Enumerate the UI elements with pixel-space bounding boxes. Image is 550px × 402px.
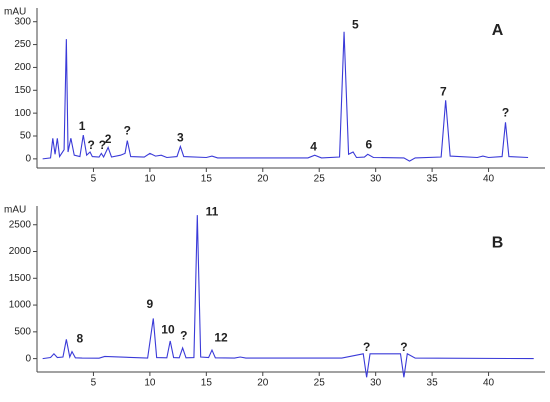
x-tick-label: 10 <box>144 378 156 389</box>
x-tick-label: 25 <box>314 378 326 389</box>
peak-label: 9 <box>147 297 154 311</box>
x-tick-label: 30 <box>370 378 382 389</box>
peak-label: 4 <box>310 140 317 154</box>
peak-label: B <box>492 235 504 252</box>
y-tick-label: 1000 <box>9 300 32 311</box>
peak-label: ? <box>88 138 95 152</box>
peak-label: ? <box>502 105 509 119</box>
x-tick-label: 5 <box>91 378 97 389</box>
peak-label: 3 <box>177 130 184 144</box>
x-tick-label: 15 <box>201 378 213 389</box>
peak-label: 2 <box>105 132 112 146</box>
y-tick-label: 250 <box>14 39 31 50</box>
y-tick-label: 2500 <box>9 219 32 230</box>
y-tick-label: 500 <box>14 326 31 337</box>
peak-label: 6 <box>366 137 373 151</box>
trace <box>42 31 529 162</box>
y-tick-label: 300 <box>14 16 31 27</box>
x-tick-label: 20 <box>257 174 269 185</box>
y-tick-label: 0 <box>25 353 31 364</box>
peak-label: 5 <box>352 18 359 32</box>
x-tick-label: 25 <box>314 174 326 185</box>
trace <box>42 215 534 378</box>
y-axis-label: mAU <box>4 7 26 18</box>
peak-label: 12 <box>214 330 228 344</box>
peak-label: 8 <box>77 332 84 346</box>
x-tick-label: 35 <box>427 378 439 389</box>
x-tick-label: 30 <box>370 174 382 185</box>
peak-label: ? <box>363 340 370 354</box>
y-tick-label: 100 <box>14 108 31 119</box>
y-axis-label: mAU <box>4 205 26 216</box>
peak-label: 11 <box>206 205 219 219</box>
y-tick-label: 0 <box>25 153 31 164</box>
peak-label: 10 <box>161 322 175 336</box>
peak-label: A <box>492 22 504 39</box>
peak-label: ? <box>180 328 187 342</box>
y-tick-label: 2000 <box>9 246 32 257</box>
peak-label: ? <box>99 138 106 152</box>
x-tick-label: 15 <box>201 174 213 185</box>
peak-label: ? <box>124 124 131 138</box>
peak-label: ? <box>400 340 407 354</box>
x-tick-label: 35 <box>427 174 439 185</box>
y-tick-label: 200 <box>14 62 31 73</box>
peak-label: 7 <box>440 85 447 99</box>
y-tick-label: 50 <box>20 131 32 142</box>
x-tick-label: 10 <box>144 174 156 185</box>
y-tick-label: 1500 <box>9 273 32 284</box>
x-tick-label: 20 <box>257 378 269 389</box>
peak-label: 1 <box>79 119 86 133</box>
x-tick-label: 5 <box>91 174 97 185</box>
x-tick-label: 40 <box>483 174 495 185</box>
x-tick-label: 40 <box>483 378 495 389</box>
y-tick-label: 150 <box>14 85 31 96</box>
